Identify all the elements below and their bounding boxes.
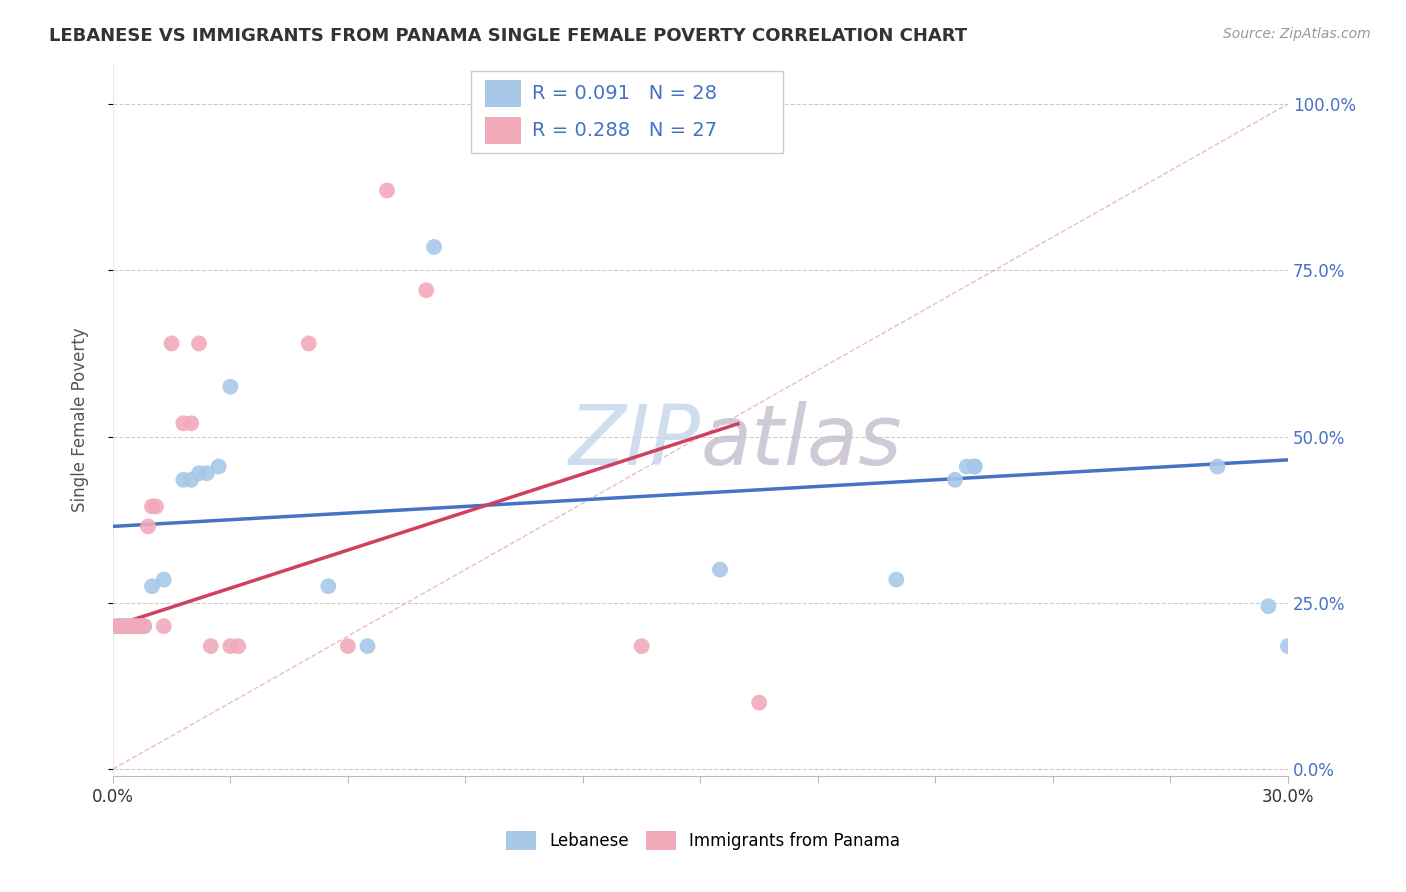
Y-axis label: Single Female Poverty: Single Female Poverty [72,327,89,512]
Point [110,619,132,633]
Text: R = 0.288   N = 27: R = 0.288 N = 27 [533,121,717,140]
Text: R = 0.091   N = 28: R = 0.091 N = 28 [533,84,717,103]
Point [709,563,731,577]
Point [1257,599,1279,614]
Point [114,619,136,633]
Point [114,619,136,633]
Point [160,336,183,351]
Point [105,619,128,633]
Text: Source: ZipAtlas.com: Source: ZipAtlas.com [1223,27,1371,41]
Point [121,619,143,633]
Point [748,696,770,710]
Point [129,619,152,633]
Point [219,380,242,394]
Point [375,184,398,198]
Point [180,417,202,431]
Point [316,579,339,593]
Point [117,619,139,633]
Text: atlas: atlas [700,401,903,482]
Point [172,417,194,431]
Point [141,579,163,593]
Point [110,619,132,633]
Point [134,619,156,633]
Point [152,619,174,633]
Point [630,639,652,653]
Point [219,639,242,653]
Point [298,336,321,351]
Point [963,459,986,474]
Point [121,619,143,633]
Point [415,283,437,297]
Point [117,619,139,633]
Point [1277,639,1299,653]
Point [494,97,516,112]
Point [195,466,218,480]
Point [356,639,378,653]
Legend: Lebanese, Immigrants from Panama: Lebanese, Immigrants from Panama [499,824,907,857]
Point [129,619,152,633]
Text: LEBANESE VS IMMIGRANTS FROM PANAMA SINGLE FEMALE POVERTY CORRELATION CHART: LEBANESE VS IMMIGRANTS FROM PANAMA SINGL… [49,27,967,45]
Point [188,466,211,480]
Point [226,639,249,653]
Point [207,459,229,474]
Point [136,519,159,533]
Point [956,459,979,474]
Point [188,336,211,351]
Point [152,573,174,587]
Point [141,500,163,514]
Point [172,473,194,487]
Point [125,619,148,633]
Point [145,500,167,514]
Point [884,573,907,587]
Point [200,639,222,653]
Point [963,459,986,474]
Point [125,619,148,633]
Text: ZIP: ZIP [568,401,700,482]
Point [336,639,359,653]
Point [474,97,496,112]
FancyBboxPatch shape [485,118,520,145]
Point [1206,459,1229,474]
Point [180,473,202,487]
Point [134,619,156,633]
Point [423,240,446,254]
Point [943,473,966,487]
Point [105,619,128,633]
FancyBboxPatch shape [485,79,520,107]
FancyBboxPatch shape [471,71,783,153]
